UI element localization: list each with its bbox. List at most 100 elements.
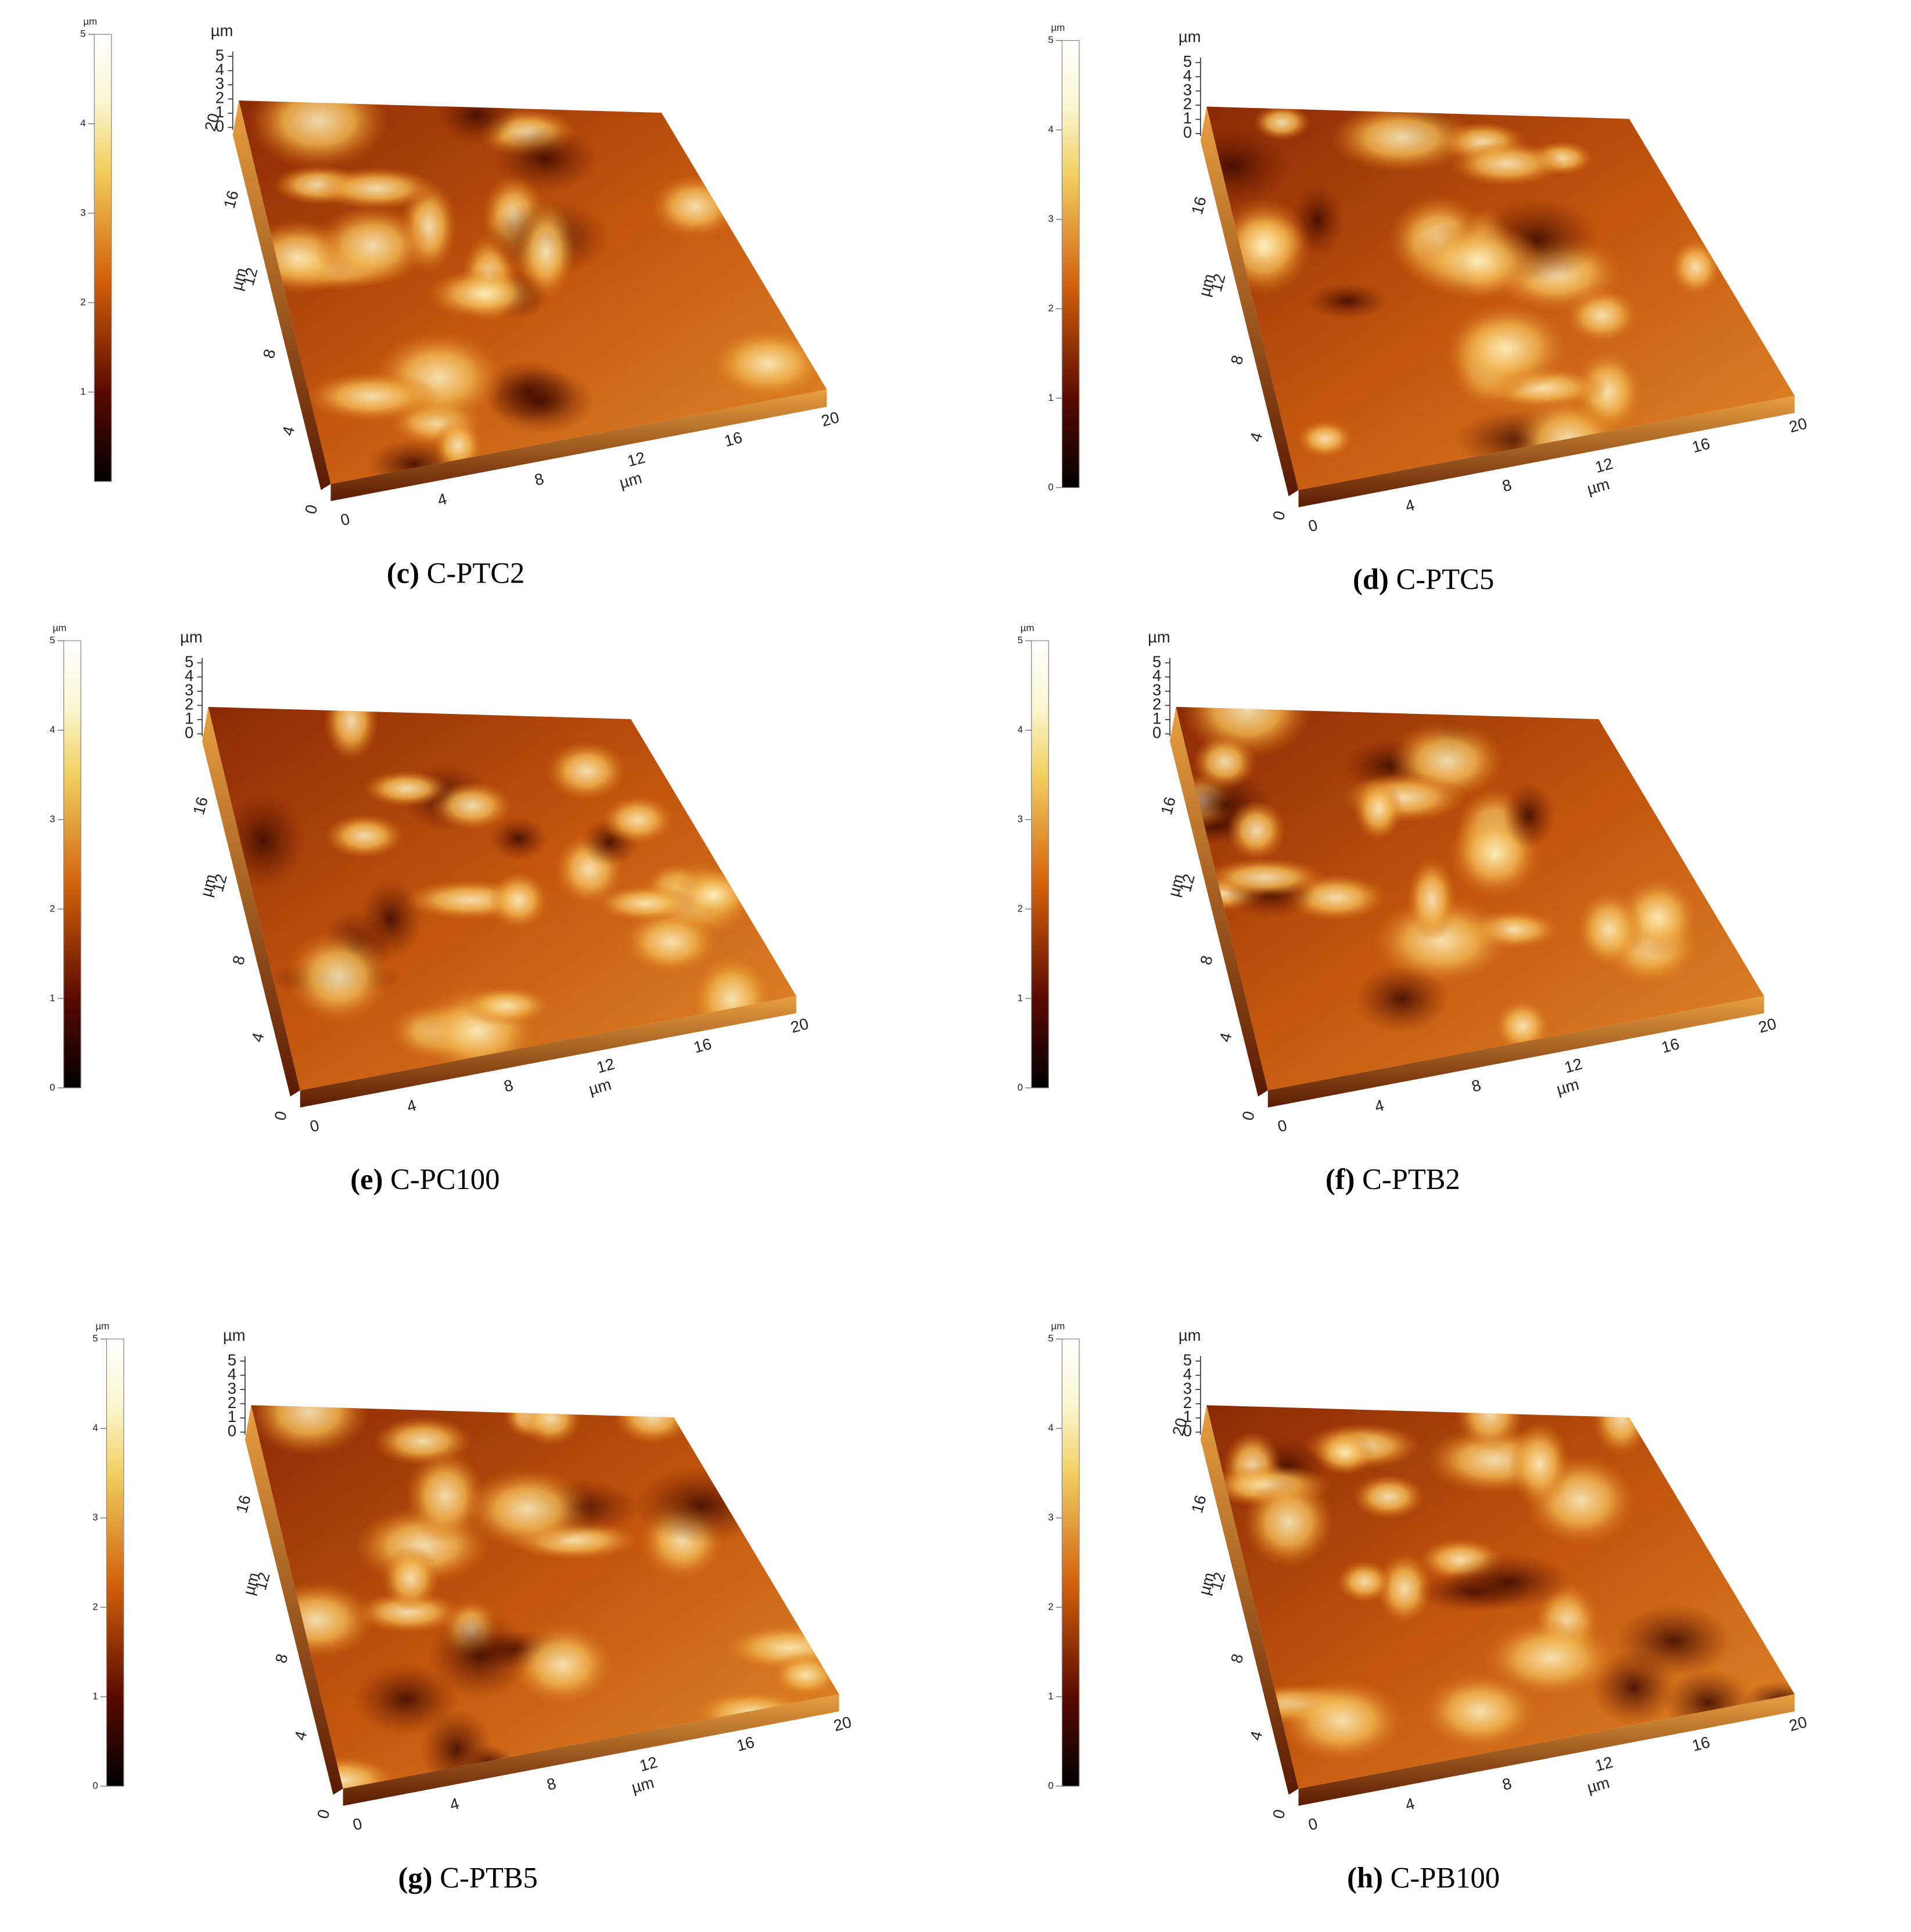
y-tick-label: 16: [189, 795, 211, 816]
colorbar-tick-label: 5: [50, 635, 55, 646]
z-tick-label: 5: [215, 46, 224, 64]
z-tick-label: 3: [1152, 681, 1161, 699]
colorbar-tick-label: 4: [1048, 124, 1053, 135]
x-tick-label: 16: [723, 428, 744, 450]
left-face: [1200, 1405, 1299, 1795]
z-tick-label: 5: [1183, 52, 1192, 70]
front-face: [1298, 396, 1795, 508]
y-tick-label: 20: [201, 112, 223, 133]
z-tick-label: 1: [185, 709, 193, 727]
colorbar-tick-label: 2: [80, 296, 85, 307]
surface-grain: [1203, 858, 1327, 897]
x-tick-label: 4: [1403, 495, 1417, 515]
z-tick-label: 3: [228, 1379, 236, 1397]
surface-grain: [1449, 141, 1565, 186]
colorbar-tick-label: 1: [1018, 992, 1023, 1003]
z-tick-label: 4: [1183, 1365, 1192, 1383]
surface-grain: [1227, 800, 1286, 861]
surface-grain: [1242, 1476, 1334, 1568]
caption-name: C-PTC5: [1396, 562, 1495, 595]
colorbar-tick-label: 0: [92, 1780, 98, 1791]
colorbar-tick-label: 3: [80, 207, 85, 218]
y-axis-unit: µm: [227, 266, 250, 292]
z-axis-unit: µm: [223, 1326, 246, 1344]
z-tick-label: 2: [1152, 695, 1161, 713]
caption-name: C-PB100: [1391, 1861, 1500, 1894]
surface-grain: [1314, 1430, 1375, 1476]
y-tick-label: 4: [1247, 430, 1266, 444]
colorbar-unit: µm: [1021, 622, 1034, 633]
caption-label: (f): [1326, 1163, 1355, 1195]
caption-label: (d): [1353, 562, 1389, 595]
z-tick-label: 1: [1183, 109, 1192, 127]
x-tick-label: 12: [1562, 1054, 1584, 1076]
x-tick-label: 8: [502, 1076, 515, 1096]
y-tick-label: 4: [1216, 1030, 1235, 1044]
surface-texture: [222, 706, 775, 1078]
z-tick-label: 4: [1183, 66, 1192, 84]
left-face: [1200, 106, 1299, 497]
colorbar-tick-label: 4: [80, 118, 85, 129]
front-face: [343, 1694, 839, 1806]
surface-grain: [1375, 1552, 1433, 1625]
y-axis-unit: µm: [1195, 272, 1218, 298]
surface-pit: [436, 100, 517, 144]
x-tick-label: 20: [1787, 1712, 1809, 1735]
surface-pit: [1307, 283, 1388, 319]
colorbar-tick-label: 2: [50, 903, 55, 914]
y-tick-label: 8: [229, 954, 249, 967]
x-tick-label: 0: [1306, 1814, 1320, 1834]
surface-texture: [1176, 706, 1703, 1055]
caption-label: (c): [387, 556, 419, 589]
surface-grain: [509, 1623, 616, 1707]
surface-grain: [1420, 1671, 1540, 1751]
caption-label: (e): [350, 1163, 383, 1195]
x-axis-unit: µm: [1585, 475, 1611, 498]
x-tick-label: 8: [533, 469, 546, 489]
x-axis-unit: µm: [1554, 1075, 1580, 1098]
origin-label: 0: [1269, 509, 1289, 522]
y-tick-label: 12: [252, 1570, 274, 1592]
caption: (e) C-PC100: [350, 1163, 500, 1195]
x-tick-label: 0: [351, 1814, 364, 1834]
x-tick-label: 16: [1690, 434, 1712, 456]
y-tick-label: 12: [1176, 872, 1198, 893]
colorbar-tick-label: 5: [1018, 635, 1023, 646]
y-tick-label: 4: [1247, 1729, 1266, 1743]
x-tick-label: 20: [1756, 1014, 1778, 1036]
colorbar-tick-label: 4: [92, 1423, 98, 1434]
surface-grain: [545, 740, 628, 802]
front-face: [1298, 1694, 1795, 1806]
z-tick-label: 5: [1152, 652, 1161, 670]
surface-grain: [1455, 1405, 1525, 1452]
colorbar-tick-label: 1: [92, 1690, 98, 1701]
surface-pit: [1355, 965, 1449, 1033]
x-tick-label: 20: [832, 1712, 853, 1735]
x-tick-label: 12: [626, 448, 647, 471]
colorbar-tick-label: 0: [1048, 1780, 1053, 1791]
x-tick-label: 12: [1593, 1753, 1615, 1775]
colorbar-tick-label: 3: [1018, 813, 1023, 824]
z-tick-label: 2: [215, 89, 224, 107]
x-axis-unit: µm: [630, 1773, 656, 1797]
left-face: [1170, 706, 1268, 1097]
z-tick-label: 4: [1152, 667, 1161, 685]
z-axis-unit: µm: [180, 628, 203, 646]
z-tick-label: 0: [228, 1422, 236, 1440]
surface-grain: [1592, 1405, 1651, 1456]
surface-grain: [314, 205, 430, 287]
surface-grain: [362, 770, 450, 807]
surface-grain: [303, 371, 441, 422]
caption-name: C-PTB5: [440, 1861, 538, 1894]
z-tick-label: 1: [228, 1407, 236, 1425]
colorbar-tick-label: 4: [1018, 724, 1023, 735]
surface-grain: [707, 326, 827, 401]
z-tick-label: 1: [1152, 709, 1161, 727]
z-axis-unit: µm: [1148, 628, 1170, 646]
colorbar-tick-label: 3: [1048, 1512, 1053, 1523]
y-tick-label: 8: [1227, 1652, 1247, 1665]
